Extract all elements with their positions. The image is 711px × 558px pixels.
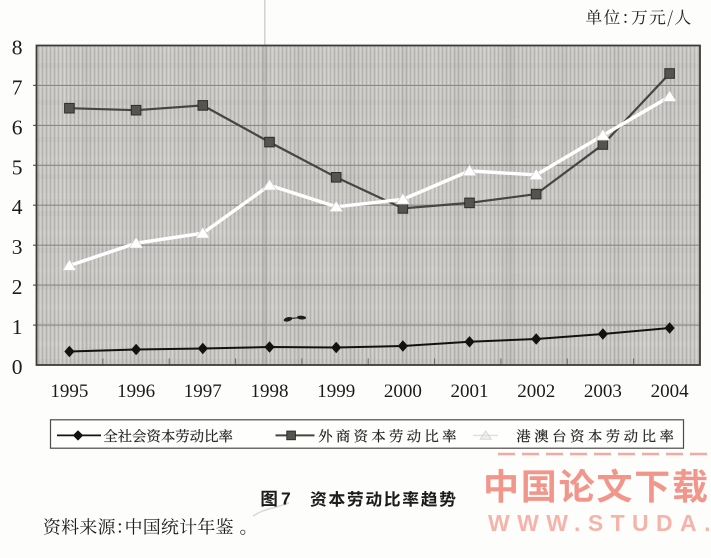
- svg-text:2004: 2004: [651, 381, 690, 402]
- svg-text:2: 2: [12, 275, 23, 299]
- svg-text:1999: 1999: [317, 381, 355, 402]
- svg-text:3: 3: [12, 235, 23, 259]
- svg-text:2003: 2003: [584, 381, 622, 402]
- svg-text:1995: 1995: [50, 381, 88, 402]
- svg-text:1998: 1998: [251, 381, 289, 402]
- svg-text:2001: 2001: [451, 381, 489, 402]
- svg-text:8: 8: [12, 36, 23, 60]
- svg-text:4: 4: [12, 195, 23, 219]
- svg-text:7: 7: [12, 75, 23, 99]
- svg-text:7: 7: [281, 489, 291, 509]
- svg-text:WWW.STUDA.: WWW.STUDA.: [488, 510, 711, 536]
- svg-text:1997: 1997: [184, 381, 222, 402]
- svg-text:0: 0: [12, 355, 23, 379]
- svg-text:2002: 2002: [517, 381, 555, 402]
- svg-text:6: 6: [12, 115, 23, 139]
- svg-text:1996: 1996: [117, 381, 155, 402]
- svg-text:5: 5: [12, 155, 23, 179]
- svg-text:2000: 2000: [384, 381, 422, 402]
- svg-text:1: 1: [12, 315, 23, 339]
